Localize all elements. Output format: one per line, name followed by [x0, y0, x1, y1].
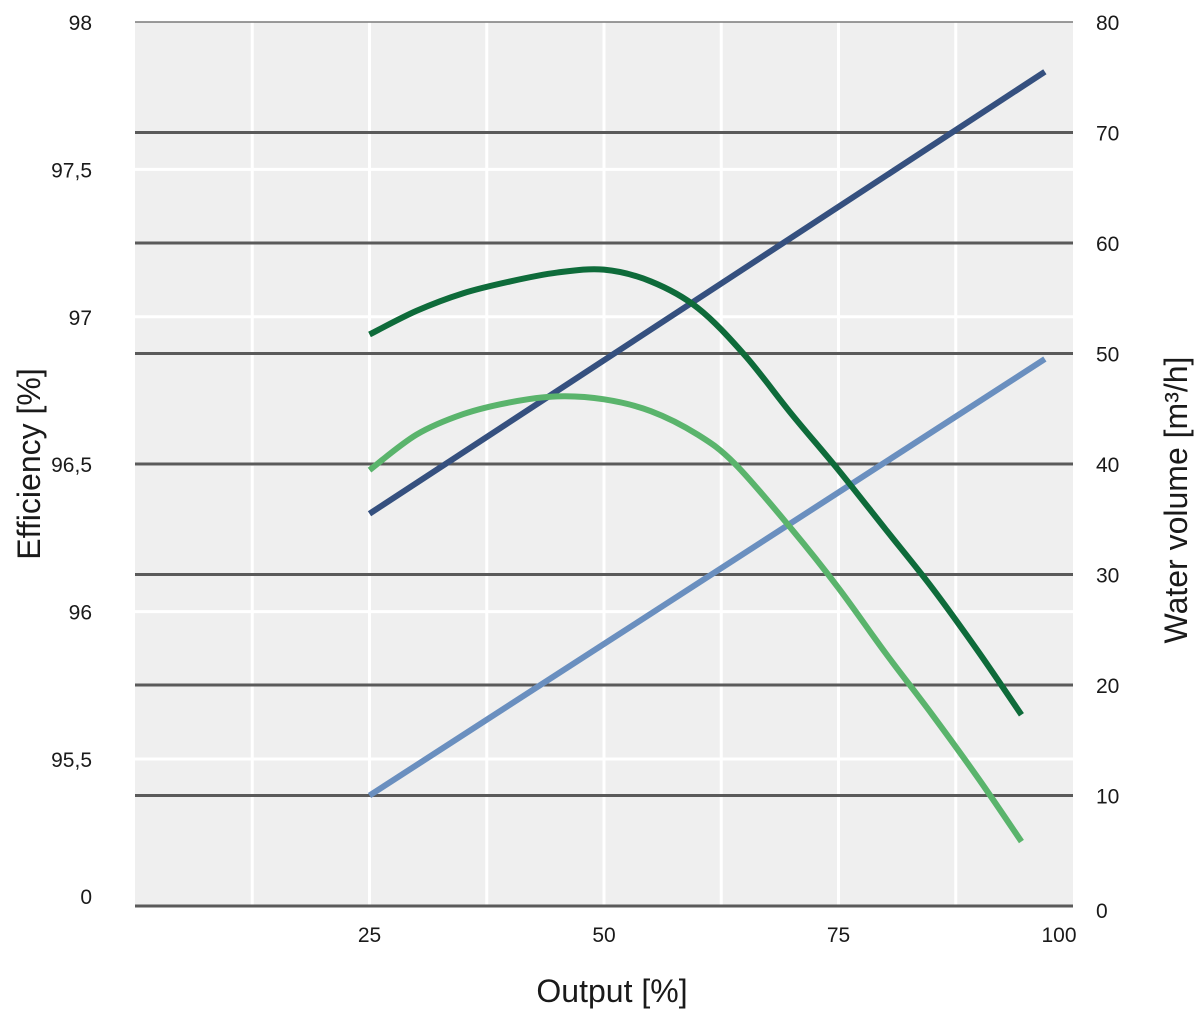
right-tick-label: 0: [1096, 900, 1108, 923]
x-tick-label: 100: [1041, 924, 1076, 947]
x-axis-title: Output [%]: [536, 973, 687, 1009]
x-axis-ticks: 25 50 75 100: [358, 924, 1077, 947]
left-tick-label: 97,5: [51, 159, 92, 182]
series-line-2: [367, 356, 1047, 799]
right-tick-label: 10: [1096, 786, 1119, 809]
series-line-1: [367, 69, 1047, 517]
left-tick-label: 96,5: [51, 454, 92, 477]
right-tick-label: 50: [1096, 344, 1119, 367]
right-tick-label: 60: [1096, 233, 1119, 256]
right-tick-label: 80: [1096, 12, 1119, 35]
x-tick-label: 25: [358, 924, 381, 947]
left-tick-label: 97: [69, 307, 92, 330]
right-tick-label: 20: [1096, 675, 1119, 698]
right-axis-ticks: 0 10 20 30 40 50 60 70 80: [1096, 12, 1119, 923]
left-tick-label: 98: [69, 12, 92, 35]
x-tick-label: 75: [827, 924, 850, 947]
horizontal-gridlines: [135, 21, 1073, 908]
series-lines: [367, 69, 1047, 844]
right-tick-label: 70: [1096, 123, 1119, 146]
right-axis-title: Water volume [m³/h]: [1158, 357, 1194, 644]
left-tick-label: 96: [69, 602, 92, 625]
left-axis-title: Efficiency [%]: [11, 368, 47, 559]
left-axis-ticks: 98 97,5 97 96,5 96 95,5 0: [51, 12, 92, 909]
left-tick-label: 0: [80, 886, 92, 909]
series-line-4: [367, 393, 1024, 844]
right-tick-label: 30: [1096, 565, 1119, 588]
right-tick-label: 40: [1096, 454, 1119, 477]
x-tick-label: 50: [592, 924, 615, 947]
left-tick-label: 95,5: [51, 749, 92, 772]
series-line-3: [368, 266, 1024, 717]
